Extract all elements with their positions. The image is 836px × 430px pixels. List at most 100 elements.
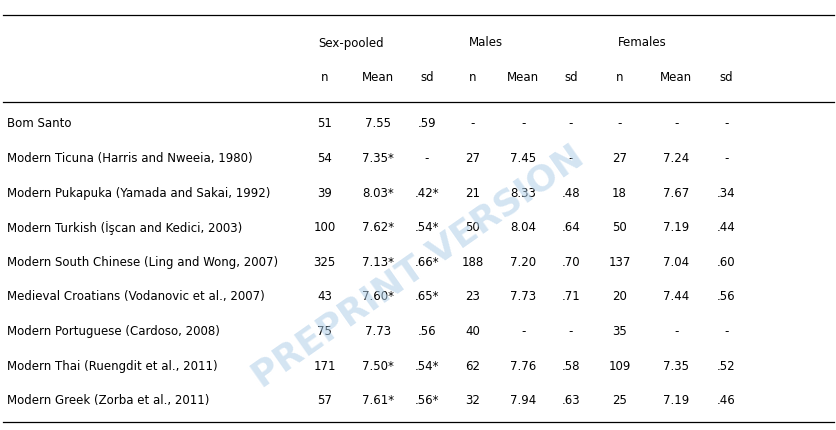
- Text: Medieval Croatians (Vodanovic et al., 2007): Medieval Croatians (Vodanovic et al., 20…: [7, 290, 264, 304]
- Text: 7.76: 7.76: [509, 359, 536, 372]
- Text: Mean: Mean: [362, 71, 394, 84]
- Text: Bom Santo: Bom Santo: [7, 117, 71, 130]
- Text: 7.73: 7.73: [364, 325, 391, 338]
- Text: 7.60*: 7.60*: [362, 290, 394, 304]
- Text: 54: 54: [317, 152, 332, 165]
- Text: 7.94: 7.94: [509, 394, 536, 407]
- Text: 7.35*: 7.35*: [362, 152, 394, 165]
- Text: 7.24: 7.24: [662, 152, 689, 165]
- Text: 23: 23: [465, 290, 480, 304]
- Text: 7.67: 7.67: [662, 187, 689, 200]
- Text: 27: 27: [465, 152, 480, 165]
- Text: sd: sd: [719, 71, 732, 84]
- Text: 75: 75: [317, 325, 332, 338]
- Text: 137: 137: [608, 256, 630, 269]
- Text: 50: 50: [611, 221, 626, 234]
- Text: -: -: [673, 325, 678, 338]
- Text: sd: sd: [563, 71, 577, 84]
- Text: 109: 109: [608, 359, 630, 372]
- Text: 7.73: 7.73: [509, 290, 536, 304]
- Text: 8.33: 8.33: [510, 187, 535, 200]
- Text: -: -: [568, 325, 573, 338]
- Text: -: -: [520, 325, 525, 338]
- Text: Modern Turkish (İşcan and Kedici, 2003): Modern Turkish (İşcan and Kedici, 2003): [7, 221, 242, 235]
- Text: .46: .46: [716, 394, 735, 407]
- Text: .70: .70: [561, 256, 579, 269]
- Text: .71: .71: [561, 290, 579, 304]
- Text: 32: 32: [465, 394, 480, 407]
- Text: 20: 20: [611, 290, 626, 304]
- Text: Modern Greek (Zorba et al., 2011): Modern Greek (Zorba et al., 2011): [7, 394, 209, 407]
- Text: Mean: Mean: [507, 71, 538, 84]
- Text: Sex-pooled: Sex-pooled: [318, 37, 383, 49]
- Text: 7.55: 7.55: [364, 117, 391, 130]
- Text: 7.20: 7.20: [509, 256, 536, 269]
- Text: Males: Males: [468, 37, 502, 49]
- Text: .54*: .54*: [414, 359, 439, 372]
- Text: 35: 35: [611, 325, 626, 338]
- Text: 171: 171: [314, 359, 335, 372]
- Text: 50: 50: [465, 221, 480, 234]
- Text: 7.62*: 7.62*: [362, 221, 394, 234]
- Text: 21: 21: [465, 187, 480, 200]
- Text: .63: .63: [561, 394, 579, 407]
- Text: -: -: [568, 117, 573, 130]
- Text: 7.45: 7.45: [509, 152, 536, 165]
- Text: .59: .59: [417, 117, 436, 130]
- Text: 325: 325: [314, 256, 335, 269]
- Text: n: n: [615, 71, 622, 84]
- Text: .56: .56: [716, 290, 735, 304]
- Text: n: n: [469, 71, 476, 84]
- Text: 27: 27: [611, 152, 626, 165]
- Text: .54*: .54*: [414, 221, 439, 234]
- Text: .58: .58: [561, 359, 579, 372]
- Text: .48: .48: [561, 187, 579, 200]
- Text: 62: 62: [465, 359, 480, 372]
- Text: 25: 25: [611, 394, 626, 407]
- Text: 100: 100: [314, 221, 335, 234]
- Text: -: -: [470, 117, 475, 130]
- Text: 7.35: 7.35: [662, 359, 689, 372]
- Text: 40: 40: [465, 325, 480, 338]
- Text: 8.03*: 8.03*: [362, 187, 394, 200]
- Text: Modern Portuguese (Cardoso, 2008): Modern Portuguese (Cardoso, 2008): [7, 325, 219, 338]
- Text: .66*: .66*: [414, 256, 439, 269]
- Text: .64: .64: [561, 221, 579, 234]
- Text: .60: .60: [716, 256, 735, 269]
- Text: Modern South Chinese (Ling and Wong, 2007): Modern South Chinese (Ling and Wong, 200…: [7, 256, 278, 269]
- Text: -: -: [723, 325, 728, 338]
- Text: 7.04: 7.04: [662, 256, 689, 269]
- Text: 8.04: 8.04: [509, 221, 536, 234]
- Text: -: -: [723, 152, 728, 165]
- Text: 7.44: 7.44: [662, 290, 689, 304]
- Text: -: -: [568, 152, 573, 165]
- Text: -: -: [673, 117, 678, 130]
- Text: 43: 43: [317, 290, 332, 304]
- Text: 18: 18: [611, 187, 626, 200]
- Text: 7.61*: 7.61*: [362, 394, 394, 407]
- Text: 7.19: 7.19: [662, 221, 689, 234]
- Text: 39: 39: [317, 187, 332, 200]
- Text: 51: 51: [317, 117, 332, 130]
- Text: 57: 57: [317, 394, 332, 407]
- Text: -: -: [616, 117, 621, 130]
- Text: Modern Thai (Ruengdit et al., 2011): Modern Thai (Ruengdit et al., 2011): [7, 359, 217, 372]
- Text: -: -: [424, 152, 429, 165]
- Text: -: -: [723, 117, 728, 130]
- Text: Modern Pukapuka (Yamada and Sakai, 1992): Modern Pukapuka (Yamada and Sakai, 1992): [7, 187, 270, 200]
- Text: .44: .44: [716, 221, 735, 234]
- Text: .34: .34: [716, 187, 735, 200]
- Text: Mean: Mean: [660, 71, 691, 84]
- Text: 7.50*: 7.50*: [362, 359, 394, 372]
- Text: .56: .56: [417, 325, 436, 338]
- Text: 188: 188: [461, 256, 483, 269]
- Text: sd: sd: [420, 71, 433, 84]
- Text: .56*: .56*: [414, 394, 439, 407]
- Text: 7.13*: 7.13*: [362, 256, 394, 269]
- Text: .52: .52: [716, 359, 735, 372]
- Text: .65*: .65*: [414, 290, 439, 304]
- Text: Females: Females: [617, 37, 665, 49]
- Text: n: n: [321, 71, 328, 84]
- Text: .42*: .42*: [414, 187, 439, 200]
- Text: PREPRINT VERSION: PREPRINT VERSION: [247, 139, 589, 394]
